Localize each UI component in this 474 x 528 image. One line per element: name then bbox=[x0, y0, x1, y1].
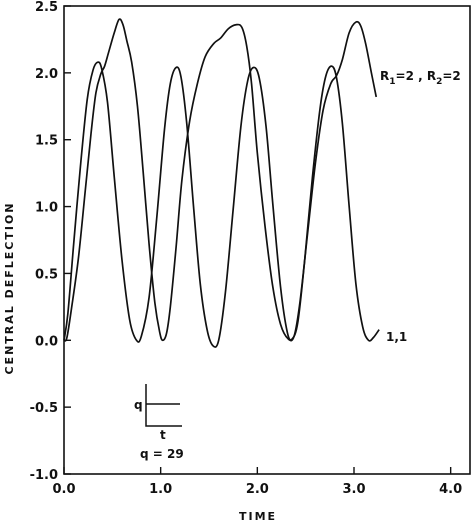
y-tick-label: -1.0 bbox=[30, 468, 58, 483]
series-line-1-1 bbox=[63, 61, 380, 348]
y-tick-label: -0.5 bbox=[30, 401, 58, 416]
x-tick-label: 1.0 bbox=[149, 482, 172, 497]
series-line-r2 bbox=[63, 18, 378, 342]
x-tick-label: 4.0 bbox=[439, 482, 462, 497]
y-axis-label: CENTRAL DEFLECTION bbox=[3, 201, 16, 374]
x-axis-label: TIME bbox=[239, 510, 277, 523]
y-axis: 2.5 2.0 1.5 1.0 0.5 0.0 -0.5 -1.0 bbox=[30, 0, 71, 483]
x-tick-label: 2.0 bbox=[246, 482, 269, 497]
x-tick-label: 0.0 bbox=[52, 482, 75, 497]
inset-q-label: q bbox=[134, 398, 143, 412]
y-tick-label: 2.5 bbox=[35, 0, 58, 15]
series-label-r2: R1=2 , R2=2 bbox=[380, 69, 461, 87]
y-tick-label: 2.0 bbox=[35, 67, 58, 82]
inset-t-label: t bbox=[160, 428, 166, 442]
series-label-1-1: 1,1 bbox=[386, 330, 407, 344]
load-inset: q t q = 29 bbox=[134, 384, 184, 461]
y-tick-label: 0.0 bbox=[35, 334, 58, 349]
y-tick-label: 1.5 bbox=[35, 134, 58, 149]
y-tick-label: 1.0 bbox=[35, 201, 58, 216]
x-axis: 0.0 1.0 2.0 3.0 4.0 bbox=[52, 467, 462, 497]
x-tick-label: 3.0 bbox=[342, 482, 365, 497]
plot-frame bbox=[63, 5, 471, 475]
inset-value-label: q = 29 bbox=[140, 447, 184, 461]
y-tick-label: 0.5 bbox=[35, 267, 58, 282]
inset-axes bbox=[145, 384, 182, 427]
